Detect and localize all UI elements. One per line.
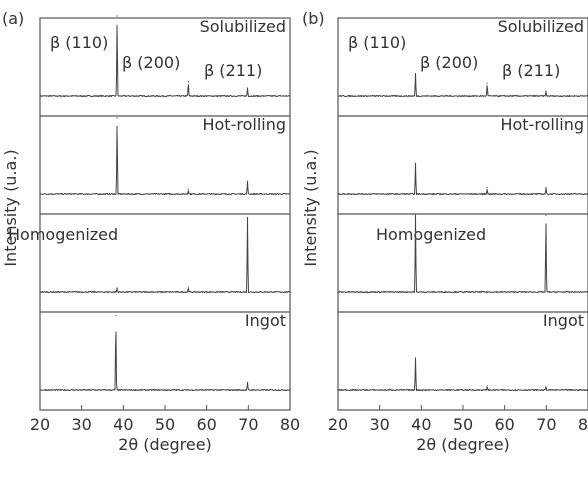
x-tick-label: 30 xyxy=(369,415,389,434)
peak-label: β (110) xyxy=(50,33,108,52)
peak-point xyxy=(246,217,249,219)
peak-point xyxy=(545,386,547,388)
peak-point xyxy=(116,15,118,17)
peak-point xyxy=(116,287,118,289)
x-tick-label: 40 xyxy=(411,415,431,434)
peak-point xyxy=(187,81,189,83)
panel-tag: (b) xyxy=(302,9,325,28)
pattern-label: Hot-rolling xyxy=(500,115,584,134)
pattern-label: Ingot xyxy=(245,311,286,330)
peak-point xyxy=(246,180,249,182)
pattern-label: Solubilized xyxy=(200,17,286,36)
peak-point xyxy=(246,382,249,384)
peak-point xyxy=(116,117,118,119)
peak-point xyxy=(187,286,189,288)
peak-label: β (211) xyxy=(204,61,262,80)
xrd-pattern-line xyxy=(39,331,291,392)
xrd-pattern-line xyxy=(337,358,588,392)
xrd-pattern-line xyxy=(39,125,291,196)
x-tick-label: 30 xyxy=(71,415,91,434)
x-tick-label: 50 xyxy=(453,415,473,434)
peak-point xyxy=(187,188,189,190)
x-axis-label: 2θ (degree) xyxy=(416,435,510,454)
panel-tag: (a) xyxy=(2,9,24,28)
peak-point xyxy=(486,187,488,189)
peak-point xyxy=(414,163,417,165)
x-tick-label: 80 xyxy=(578,415,588,434)
peak-point xyxy=(414,214,417,216)
y-axis-label: Intensity (u.a.) xyxy=(1,149,20,266)
pattern-label: Solubilized xyxy=(498,17,584,36)
x-tick-label: 50 xyxy=(155,415,175,434)
peak-point xyxy=(545,214,547,216)
x-tick-label: 60 xyxy=(196,415,216,434)
x-axis-label: 2θ (degree) xyxy=(118,435,212,454)
xrd-pattern-line xyxy=(337,162,588,196)
xrd-pattern-line xyxy=(39,24,291,98)
peak-label: β (200) xyxy=(122,53,180,72)
x-tick-label: 20 xyxy=(328,415,348,434)
xrd-pattern-line xyxy=(39,217,291,294)
peak-label: β (110) xyxy=(348,33,406,52)
pattern-label: Ingot xyxy=(543,311,584,330)
pattern-label: Hot-rolling xyxy=(202,115,286,134)
peak-point xyxy=(545,90,547,92)
peak-label: β (211) xyxy=(502,61,560,80)
peak-point xyxy=(545,187,547,189)
peak-label: β (200) xyxy=(420,53,478,72)
pattern-label: Homogenized xyxy=(376,225,486,244)
peak-point xyxy=(414,357,417,359)
peak-point xyxy=(246,87,249,89)
x-tick-label: 70 xyxy=(238,415,258,434)
peak-point xyxy=(486,82,488,84)
x-tick-label: 20 xyxy=(30,415,50,434)
y-axis-label: Intensity (u.a.) xyxy=(301,149,320,266)
x-tick-label: 70 xyxy=(536,415,556,434)
xrd-pattern-line xyxy=(337,73,588,98)
x-tick-label: 60 xyxy=(494,415,514,434)
x-tick-label: 40 xyxy=(113,415,133,434)
xrd-pattern-line xyxy=(338,214,588,294)
x-tick-label: 80 xyxy=(280,415,300,434)
peak-point xyxy=(115,315,117,317)
pattern-label: Homogenized xyxy=(8,225,118,244)
peak-point xyxy=(486,385,488,387)
peak-point xyxy=(414,73,417,75)
